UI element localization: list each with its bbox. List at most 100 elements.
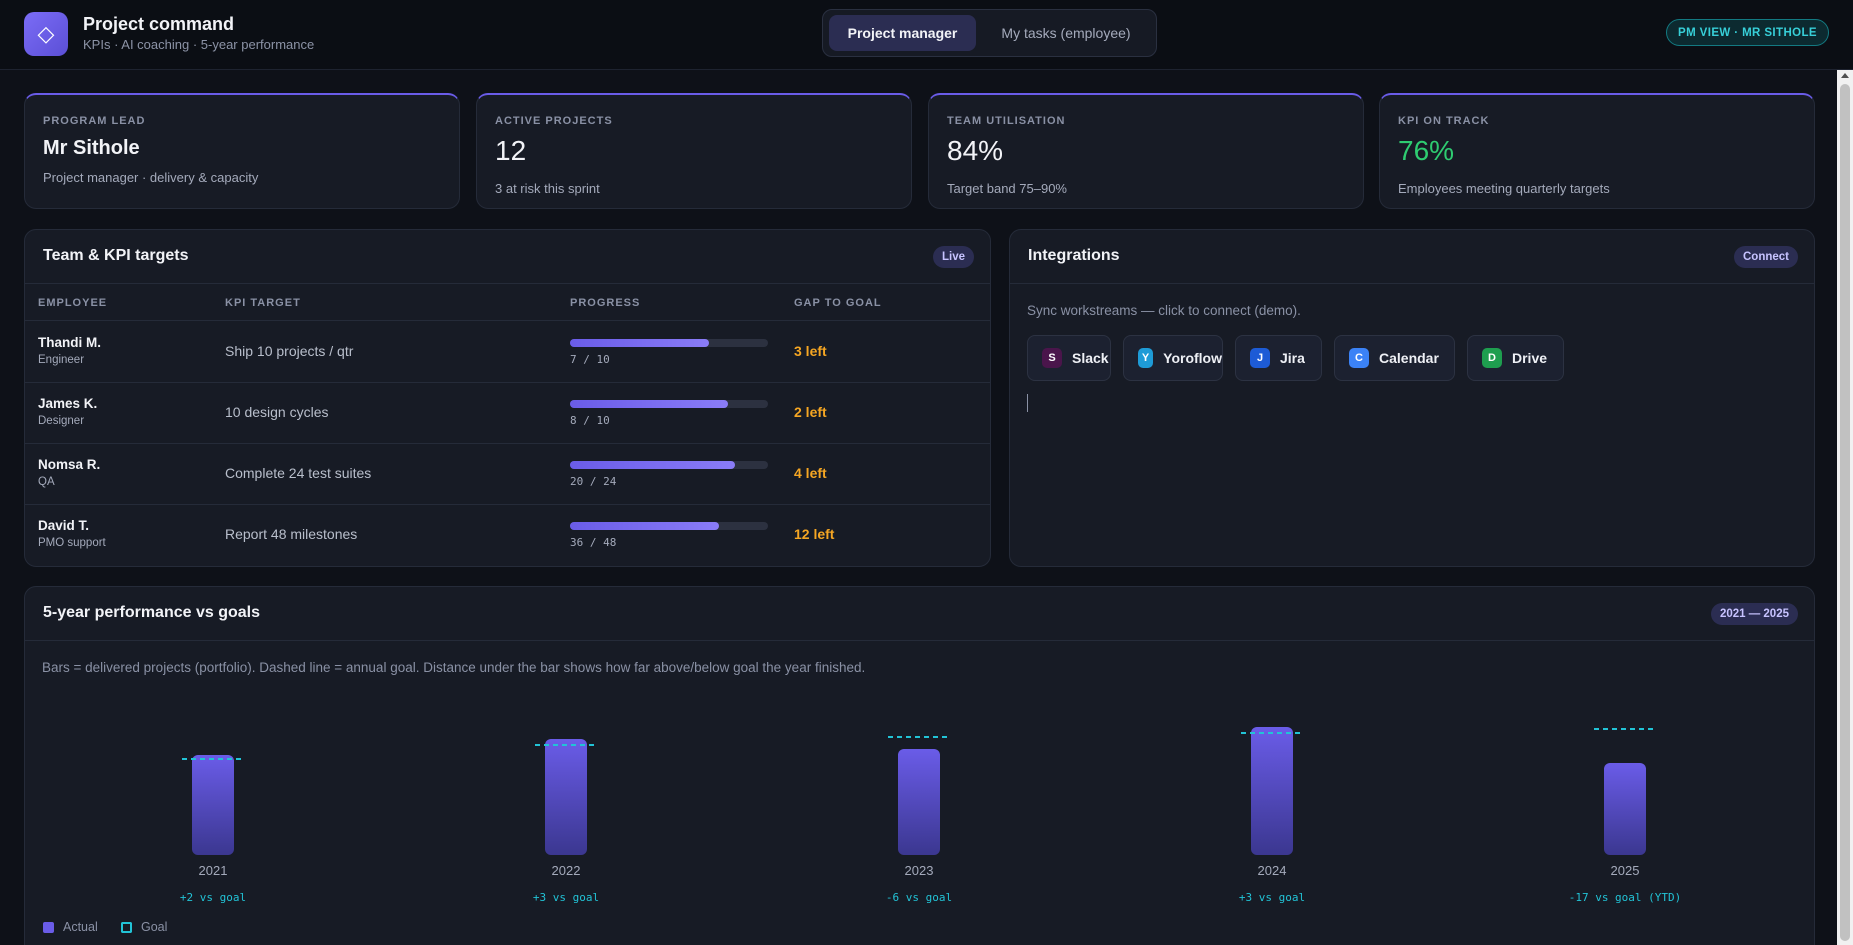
row-divider: [25, 382, 990, 383]
kpi-target: Ship 10 projects / qtr: [225, 343, 354, 359]
integration-calendar-button[interactable]: C Calendar: [1334, 335, 1455, 381]
column-header-gap: GAP TO GOAL: [794, 297, 882, 309]
app-subtitle: KPIs · AI coaching · 5-year performance: [83, 37, 315, 52]
tab-project-manager[interactable]: Project manager: [829, 15, 976, 51]
year-range-badge: 2021 — 2025: [1710, 603, 1798, 625]
employee-role: PMO support: [38, 537, 106, 549]
stat-note: Employees meeting quarterly targets: [1398, 181, 1610, 196]
view-badge: PM VIEW · MR SITHOLE: [1666, 19, 1829, 46]
progress-fill: [570, 522, 719, 530]
integration-name: Slack: [1072, 350, 1109, 366]
progress-text: 7 / 10: [570, 353, 610, 366]
stat-label: ACTIVE PROJECTS: [495, 115, 613, 127]
x-tick-label: 2024: [1258, 863, 1287, 878]
integration-name: Yoroflow: [1163, 350, 1222, 366]
card-title: 5-year performance vs goals: [43, 604, 260, 621]
progress-bar: [570, 461, 768, 469]
kpi-target: 10 design cycles: [225, 404, 329, 420]
connect-button[interactable]: Connect: [1734, 246, 1798, 268]
employee-name: Thandi M.: [38, 335, 101, 350]
performance-chart: 2021 +2 vs goal 2022 +3 vs goal 2023 -6 vs go…: [180, 727, 1681, 904]
progress-bar: [570, 400, 768, 408]
progress-fill: [570, 400, 729, 408]
scroll-thumb[interactable]: [1840, 84, 1850, 941]
integrations-card: Integrations Connect: [1009, 229, 1815, 567]
progress-text: 8 / 10: [570, 414, 610, 427]
bar-actual: [192, 755, 234, 855]
row-divider: [25, 504, 990, 505]
legend-goal-swatch: [121, 922, 132, 933]
row-divider: [25, 443, 990, 444]
x-tick-label: 2021: [199, 863, 228, 878]
employee-name: Nomsa R.: [38, 457, 101, 472]
stat-note: 3 at risk this sprint: [495, 181, 600, 196]
stat-value: 84%: [947, 135, 1004, 166]
gap-to-goal: 3 left: [794, 343, 827, 359]
integration-name: Calendar: [1379, 350, 1439, 366]
tab-my-tasks[interactable]: My tasks (employee): [1001, 25, 1131, 41]
integration-jira-button[interactable]: J Jira: [1235, 335, 1322, 381]
bar-actual: [545, 739, 587, 855]
stat-card-team-utilisation: TEAM UTILISATION 84% Target band 75–90%: [928, 93, 1364, 209]
view-switch: Project manager My tasks (employee): [822, 9, 1157, 57]
integration-slack-button[interactable]: S Slack: [1027, 335, 1111, 381]
yoroflow-icon: Y: [1138, 348, 1154, 368]
stat-label: PROGRAM LEAD: [43, 115, 146, 127]
app-title: Project command: [83, 14, 235, 34]
stat-card-kpi-on-track: KPI ON TRACK 76% Employees meeting quart…: [1379, 93, 1815, 209]
slack-icon: S: [1042, 348, 1062, 368]
stat-value: Mr Sithole: [43, 137, 140, 159]
gap-to-goal: 12 left: [794, 526, 835, 542]
kpi-target: Report 48 milestones: [225, 526, 358, 542]
stat-value: 12: [495, 135, 527, 166]
integration-drive-button[interactable]: D Drive: [1467, 335, 1564, 381]
team-kpi-card: Team & KPI targets Live: [24, 229, 991, 567]
employee-role: QA: [38, 476, 55, 488]
app-logo-icon: ◇: [24, 12, 68, 56]
stat-label: TEAM UTILISATION: [947, 115, 1066, 127]
card-header: Team & KPI targets Live: [25, 230, 990, 284]
row-divider: [25, 320, 990, 321]
stat-note: Target band 75–90%: [947, 181, 1067, 196]
stat-value: 76%: [1398, 135, 1455, 166]
calendar-icon: C: [1349, 348, 1369, 368]
live-badge: Live: [932, 246, 974, 268]
legend-actual-label: Actual: [63, 920, 98, 934]
integration-yoroflow-button[interactable]: Y Yoroflow: [1123, 335, 1223, 381]
column-header-employee: EMPLOYEE: [38, 297, 108, 309]
chart-description: Bars = delivered projects (portfolio). D…: [42, 660, 866, 675]
x-tick-label: 2025: [1611, 863, 1640, 878]
goal-delta-label: -6 vs goal: [886, 891, 952, 904]
page-scrollbar[interactable]: [1837, 70, 1853, 945]
bar-actual: [1604, 763, 1646, 855]
column-header-kpi-target: KPI TARGET: [225, 297, 301, 309]
bar-actual: [1251, 727, 1293, 855]
stat-note: Project manager · delivery & capacity: [43, 170, 259, 185]
employee-role: Designer: [38, 415, 85, 427]
employee-name: James K.: [38, 396, 98, 411]
progress-fill: [570, 339, 709, 347]
integration-name: Drive: [1512, 350, 1548, 366]
employee-role: Engineer: [38, 354, 85, 366]
text-caret: [1027, 394, 1028, 412]
kpi-target: Complete 24 test suites: [225, 465, 372, 481]
progress-fill: [570, 461, 735, 469]
card-title: Team & KPI targets: [43, 247, 189, 264]
stat-card-active-projects: ACTIVE PROJECTS 12 3 at risk this sprint: [476, 93, 912, 209]
goal-delta-label: +2 vs goal: [180, 891, 246, 904]
top-bar: ◇ Project command KPIs · AI coaching · 5…: [0, 0, 1853, 70]
integrations-hint: Sync workstreams — click to connect (dem…: [1027, 303, 1301, 318]
legend-goal-label: Goal: [141, 920, 168, 934]
column-header-progress: PROGRESS: [570, 297, 641, 309]
legend-actual-swatch: [43, 922, 54, 933]
x-tick-label: 2023: [905, 863, 934, 878]
progress-text: 36 / 48: [570, 536, 617, 549]
employee-name: David T.: [38, 518, 90, 533]
stat-label: KPI ON TRACK: [1398, 115, 1490, 127]
gap-to-goal: 2 left: [794, 404, 827, 420]
gap-to-goal: 4 left: [794, 465, 827, 481]
bar-actual: [898, 749, 940, 855]
card-header: Integrations Connect: [1010, 230, 1814, 284]
scroll-up-icon[interactable]: [1841, 73, 1849, 78]
progress-bar: [570, 339, 768, 347]
